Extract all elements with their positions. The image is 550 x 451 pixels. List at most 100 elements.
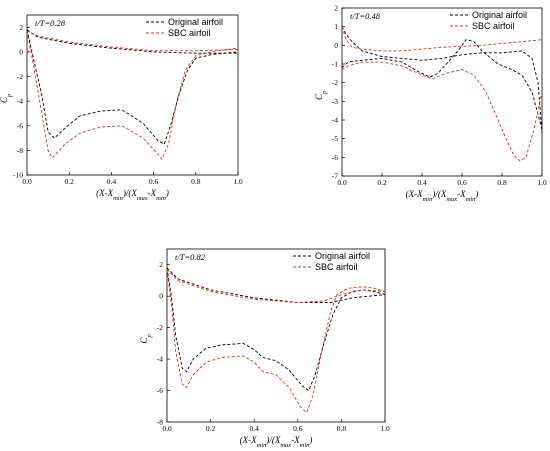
y-axis-label-sub: p <box>321 90 328 95</box>
y-tick-label: -4 <box>157 355 163 364</box>
x-axis-label-part: )/(X <box>431 189 446 199</box>
x-axis-label-sub: max <box>280 442 291 449</box>
y-tick-label: -2 <box>17 72 23 81</box>
series-line-sbc-lower <box>26 30 239 52</box>
series-line-original-upper <box>26 29 239 145</box>
x-tick-label: 0.0 <box>337 178 347 187</box>
y-tick-label: 0 <box>19 47 23 56</box>
x-axis-label-part: -X <box>291 435 300 445</box>
y-tick-label: -5 <box>332 134 338 143</box>
chart-panel-2: 0.0 0.2 0.4 0.6 0.8 1.0 2 1 0 -1 -2 -3 -4 -5 -6 -7 t/T=0… <box>314 4 547 203</box>
x-tick-label: 0.0 <box>22 177 32 186</box>
plot-frame <box>26 14 239 176</box>
y-tick-label: 1 <box>334 22 338 31</box>
y-tick-label: -6 <box>332 153 338 162</box>
x-tick-label: 1.0 <box>380 424 390 433</box>
series-line-original-upper <box>341 26 543 134</box>
x-tick-label: 0.4 <box>250 424 260 433</box>
y-axis-label-main: C <box>139 337 149 344</box>
y-tick-label: -2 <box>157 323 163 332</box>
series-line-sbc-lower <box>341 61 543 162</box>
series-line-original-lower <box>341 39 543 130</box>
y-axis-label-sub: p <box>6 93 13 98</box>
y-tick-label: -4 <box>17 97 23 106</box>
y-tick-label: 0 <box>334 41 338 50</box>
series-line-sbc-lower <box>166 269 386 303</box>
x-axis-label-part: )/(X <box>265 435 280 445</box>
x-tick-label: 0.8 <box>337 424 347 433</box>
panel-note: t/T=0.48 <box>350 11 381 21</box>
x-axis-label-sub: min <box>423 196 433 203</box>
y-tick-label: 0 <box>159 292 163 301</box>
x-axis-label-part: )/(X <box>122 188 137 198</box>
x-axis-label-part: ) <box>308 435 312 445</box>
legend-label: Original airfoil <box>315 251 370 261</box>
y-tick-label: -8 <box>157 418 163 427</box>
legend-label: Original airfoil <box>168 17 223 27</box>
y-axis-label-main: C <box>0 96 9 103</box>
x-tick-label: 0.0 <box>162 424 172 433</box>
y-tick-label: -8 <box>17 146 23 155</box>
y-axis-label: Cp <box>0 93 13 103</box>
x-axis-label-part: -X <box>148 188 157 198</box>
x-axis-label: (X-Xmin)/(Xmax-Xmin) <box>96 188 169 202</box>
legend-label: SBC airfoil <box>168 28 211 38</box>
panel-note: t/T=0.82 <box>175 252 206 262</box>
x-axis-label-sub: max <box>446 196 457 203</box>
x-axis-label-part: (X-X <box>96 188 113 198</box>
x-axis-label-sub: min <box>156 195 166 202</box>
series-line-original-lower <box>166 267 386 303</box>
x-tick-label: 1.0 <box>537 178 547 187</box>
y-tick-label: -6 <box>17 121 23 130</box>
y-tick-label: -4 <box>332 116 338 125</box>
legend-label: Original airfoil <box>472 10 527 20</box>
x-axis-label-sub: min <box>300 442 310 449</box>
x-axis-label: (X-Xmin)/(Xmax-Xmin) <box>406 189 479 203</box>
chart-panel-1: 0.0 0.2 0.4 0.6 0.8 1.0 2 0 -2 -4 -6 -8 -10 t/T=0.28 O… <box>0 14 243 202</box>
y-axis-label-sub: p <box>146 333 153 338</box>
y-tick-label: 2 <box>19 23 23 32</box>
y-axis-label: Cp <box>139 333 153 343</box>
x-axis-label-sub: min <box>466 196 476 203</box>
x-axis-label-part: ) <box>165 188 169 198</box>
x-tick-label: 0.2 <box>206 424 216 433</box>
series-line-sbc-upper <box>166 269 386 414</box>
plot-frame <box>341 7 543 177</box>
x-tick-label: 0.6 <box>457 178 467 187</box>
x-tick-label: 0.2 <box>377 178 387 187</box>
x-axis-label: (X-Xmin)/(Xmax-Xmin) <box>240 435 313 449</box>
x-tick-label: 0.6 <box>149 177 159 186</box>
y-tick-label: -7 <box>332 172 338 181</box>
y-tick-label: -2 <box>332 78 338 87</box>
series-line-original-lower <box>26 29 238 54</box>
x-tick-label: 1.0 <box>233 177 243 186</box>
legend-label: SBC airfoil <box>315 262 358 272</box>
y-tick-label: -1 <box>332 60 338 69</box>
x-axis-label-part: ) <box>474 189 478 199</box>
series-line-sbc-upper <box>26 30 239 160</box>
x-axis-label-part: (X-X <box>240 435 257 445</box>
x-tick-label: 0.8 <box>191 177 201 186</box>
x-tick-label: 0.4 <box>417 178 427 187</box>
legend-label: SBC airfoil <box>472 21 515 31</box>
x-tick-label: 0.8 <box>497 178 507 187</box>
x-tick-label: 0.4 <box>107 177 117 186</box>
x-tick-label: 0.6 <box>293 424 303 433</box>
plot-frame <box>166 248 386 423</box>
y-axis-label: Cp <box>314 90 328 100</box>
x-axis-label-part: -X <box>457 189 466 199</box>
y-tick-label: 2 <box>334 4 338 13</box>
y-axis-label-main: C <box>314 93 324 100</box>
x-axis-label-sub: min <box>113 195 123 202</box>
x-tick-label: 0.2 <box>65 177 75 186</box>
panel-note: t/T=0.28 <box>35 18 66 28</box>
series-line-original-upper <box>166 267 386 392</box>
x-axis-label-sub: max <box>137 195 148 202</box>
y-tick-label: -6 <box>157 386 163 395</box>
chart-panel-3: 0.0 0.2 0.4 0.6 0.8 1.0 2 0 -2 -4 -6 -8 t/T=0.82 Orig… <box>139 248 390 449</box>
y-tick-label: -3 <box>332 97 338 106</box>
x-axis-label-part: (X-X <box>406 189 423 199</box>
y-tick-label: -10 <box>13 171 23 180</box>
y-tick-label: 2 <box>159 260 163 269</box>
